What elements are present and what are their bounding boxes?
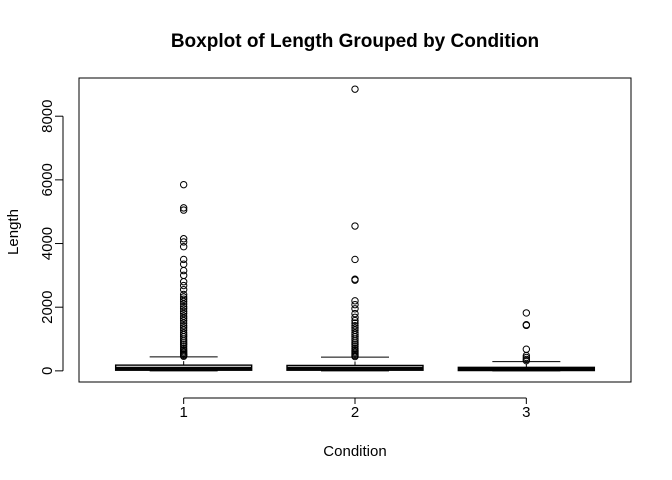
x-axis-label: Condition: [323, 443, 386, 460]
outlier-point: [179, 305, 188, 313]
outlier-point: [351, 255, 359, 264]
box-group-2: [286, 85, 424, 372]
outlier-point: [522, 355, 531, 364]
outlier-point: [351, 313, 359, 322]
outlier-point: [351, 326, 359, 334]
outlier-point: [179, 260, 188, 268]
box-group-1: [114, 180, 253, 372]
outlier-point: [179, 235, 188, 243]
outlier-point: [179, 255, 188, 264]
outlier-point: [179, 243, 188, 251]
outlier-point: [179, 206, 188, 214]
outlier-point: [179, 307, 188, 316]
x-axis: 1 2 3: [179, 397, 531, 421]
outlier-point: [179, 302, 188, 311]
outlier-point: [179, 342, 188, 351]
outlier-point: [179, 297, 188, 306]
outlier-point: [179, 281, 188, 290]
y-tick-label: 2000: [39, 291, 56, 324]
outlier-point: [179, 344, 188, 353]
outlier-point: [351, 300, 359, 309]
outlier-point: [179, 328, 188, 337]
outlier-point: [351, 222, 359, 230]
outlier-point: [351, 309, 359, 318]
outlier-point: [179, 204, 188, 212]
outlier-point: [522, 309, 531, 317]
outlier-point: [179, 324, 188, 332]
outlier-point: [179, 326, 188, 334]
y-tick-label: 8000: [39, 100, 56, 133]
outlier-point: [179, 278, 188, 286]
outlier-point: [179, 238, 188, 246]
outlier-point: [351, 316, 359, 325]
outlier-point: [179, 266, 188, 275]
y-tick-label: 0: [39, 367, 56, 375]
outlier-point: [179, 314, 188, 323]
outlier-point: [351, 305, 359, 313]
outlier-point: [179, 295, 188, 303]
boxes-layer: [114, 85, 596, 372]
outlier-point: [351, 344, 359, 353]
chart-title: Boxplot of Length Grouped by Condition: [171, 31, 539, 52]
outlier-point: [351, 85, 359, 93]
y-tick-label: 6000: [39, 163, 56, 196]
outlier-point: [179, 285, 188, 294]
outlier-point: [179, 309, 188, 318]
outlier-point: [179, 271, 188, 280]
outlier-point: [179, 293, 188, 301]
x-tick-label: 1: [179, 404, 187, 421]
y-axis: 0 2000 4000 6000 8000: [39, 100, 64, 375]
x-tick-label: 3: [522, 404, 530, 421]
outlier-point: [351, 319, 359, 327]
outlier-point: [351, 321, 359, 330]
outlier-point: [179, 290, 188, 299]
outlier-point: [351, 342, 359, 351]
outlier-point: [179, 300, 188, 308]
outlier-point: [351, 297, 359, 305]
plot-frame: [78, 77, 632, 383]
outlier-point: [351, 324, 359, 332]
outlier-point: [179, 319, 188, 327]
y-axis-label: Length: [5, 209, 22, 255]
x-tick-label: 2: [351, 404, 359, 421]
y-tick-label: 4000: [39, 227, 56, 260]
outlier-point: [522, 345, 531, 353]
outlier-point: [351, 328, 359, 337]
outlier-point: [179, 312, 188, 320]
box-group-3: [457, 309, 596, 372]
outlier-point: [522, 321, 531, 329]
outlier-point: [179, 316, 188, 325]
outlier-point: [351, 275, 359, 283]
outlier-point: [179, 341, 188, 349]
outlier-point: [179, 321, 188, 330]
outlier-point: [351, 341, 359, 349]
outlier-point: [522, 353, 531, 362]
outlier-point: [179, 180, 188, 189]
